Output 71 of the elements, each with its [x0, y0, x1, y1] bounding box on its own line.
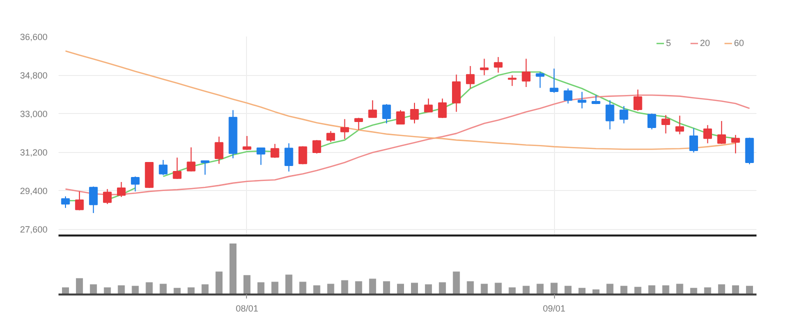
candlestick	[634, 89, 642, 112]
candlestick	[689, 128, 698, 153]
bar	[369, 278, 376, 294]
candlestick	[396, 110, 405, 125]
bar	[230, 244, 236, 294]
x-tick-label: 08/01	[236, 304, 258, 314]
candlestick	[466, 66, 475, 89]
candlestick	[578, 91, 586, 109]
candlestick	[675, 115, 684, 135]
legend-label: 5	[666, 38, 672, 48]
candlestick	[717, 120, 726, 144]
bar	[383, 281, 390, 294]
bar	[466, 281, 474, 294]
bar	[355, 281, 362, 294]
y-tick-label: 31,200	[20, 148, 48, 158]
candlestick	[284, 142, 294, 172]
candlestick	[661, 114, 670, 134]
candlestick	[61, 196, 70, 208]
candlestick	[564, 88, 572, 104]
bar	[257, 282, 264, 294]
bar	[341, 280, 348, 294]
candlestick	[606, 100, 614, 130]
y-tick-label: 36,600	[20, 32, 48, 42]
candlestick	[731, 134, 740, 154]
candlestick	[494, 56, 503, 74]
candlestick	[200, 160, 210, 176]
candlestick	[89, 186, 98, 214]
bar	[452, 272, 460, 294]
candlestick	[480, 58, 489, 76]
candlestick	[172, 157, 182, 180]
candlestick	[368, 100, 377, 118]
candlestick	[703, 124, 712, 144]
candlestick	[186, 146, 196, 172]
bar	[76, 278, 83, 294]
candlestick	[522, 58, 530, 88]
candlestick	[75, 190, 84, 211]
y-tick-label: 29,400	[20, 186, 48, 196]
bar	[438, 282, 446, 294]
candlestick	[158, 159, 168, 176]
bar	[299, 282, 306, 294]
candlestick	[116, 182, 126, 198]
candlestick	[620, 106, 628, 124]
candlestick	[536, 72, 544, 88]
bar	[285, 274, 292, 294]
candlestick	[354, 117, 363, 131]
candlestick	[410, 102, 419, 124]
candlestick	[214, 136, 224, 164]
bar	[410, 282, 418, 294]
bar	[271, 282, 278, 294]
y-tick-label: 34,800	[20, 70, 48, 81]
candlestick	[256, 147, 266, 166]
x-tick-label: 09/01	[542, 304, 566, 314]
candlestick	[647, 113, 656, 130]
candlestick	[340, 118, 350, 140]
candlestick	[382, 104, 391, 124]
candlestick	[438, 98, 447, 119]
candlestick	[130, 176, 140, 192]
candlestick	[424, 98, 433, 113]
legend-label: 20	[700, 38, 712, 48]
candlestick	[312, 140, 322, 154]
candlestick	[452, 74, 461, 112]
bar	[216, 272, 223, 294]
candlestick	[550, 68, 558, 94]
candlestick	[508, 74, 517, 86]
candlestick	[270, 143, 280, 158]
candlestick	[242, 136, 252, 150]
y-tick-label: 27,600	[20, 224, 48, 235]
candlestick	[103, 188, 112, 205]
candlestick	[326, 130, 336, 142]
y-tick-label: 33,000	[20, 109, 48, 120]
legend-label: 60	[734, 38, 746, 48]
